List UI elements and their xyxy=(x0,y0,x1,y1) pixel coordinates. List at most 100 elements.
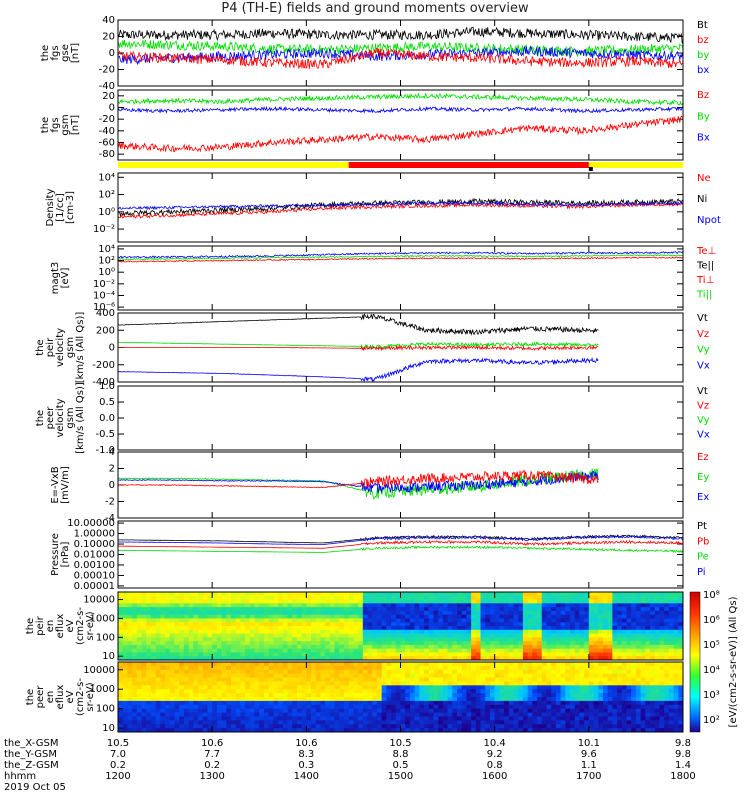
ytick-label: 0.10000 xyxy=(74,539,115,550)
ylabel-line: [nPa] xyxy=(60,541,71,567)
ylabel-line: peer xyxy=(45,406,56,430)
mode-bar xyxy=(118,162,683,171)
colorbar-tick: 10³ xyxy=(703,690,720,701)
ytick-label: 0 xyxy=(109,480,115,491)
ephemeris-value: 10.1 xyxy=(578,738,600,749)
ylabel-line: [mV/m] xyxy=(60,466,71,504)
ylabel-line: Density xyxy=(45,188,56,226)
ytick-label: -40 xyxy=(99,126,115,137)
mode-bar-fast xyxy=(348,162,589,168)
ephemeris-value: 1600 xyxy=(482,771,507,782)
panel-peir_vel: the peir velocity gsm [km/s (All Qs)] 400 200 0… xyxy=(35,308,710,388)
legend-Pt: Pt xyxy=(697,521,707,532)
ytick-label: -400 xyxy=(92,377,115,388)
ylabel-line: velocity xyxy=(55,398,66,437)
panel-peer_vel: the peer velocity gsm [km/s (All Qs)] 1.0 0.5 0… xyxy=(35,381,710,456)
ephemeris-value: 1800 xyxy=(670,771,695,782)
ylabel-line: [cm-3] xyxy=(65,191,76,224)
panel-peir_spec: the peir en eflux eV (cm2-s-sr-eV)10000100010… xyxy=(25,591,684,662)
colorbar-tick: 10⁸ xyxy=(703,590,720,601)
legend-Vx: Vx xyxy=(697,430,710,441)
ytick-label: 0.00001 xyxy=(74,581,115,592)
legend-Ey: Ey xyxy=(697,472,709,483)
ylabel-peer_spec: the peer en eflux eV (cm2-s-sr-eV) xyxy=(25,678,96,716)
ylabel-line: sr-eV) xyxy=(85,611,96,640)
ylabel-line: velocity xyxy=(55,328,66,367)
legend-Ex: Ex xyxy=(697,492,709,503)
series-by xyxy=(117,39,684,58)
series-Bx xyxy=(117,105,684,114)
ephemeris-value: 9.2 xyxy=(487,749,503,760)
ylabel-fgs_gse: the fgs gse [nT] xyxy=(40,43,81,63)
ephemeris-value: 1700 xyxy=(576,771,601,782)
panel-frame xyxy=(117,172,684,243)
ephemeris-value: 1.1 xyxy=(581,760,597,771)
series-Tg xyxy=(117,254,684,261)
ytick-label: 20 xyxy=(102,91,115,102)
series-Ni xyxy=(117,197,684,218)
series-Ey xyxy=(117,468,599,500)
ylabel-exb: E=-VxB [mV/m] xyxy=(50,466,71,504)
series-Pt xyxy=(118,534,684,544)
ylabel-line: fgs xyxy=(50,117,61,132)
ylabel-line: gsm xyxy=(65,337,76,358)
ephemeris-value: 10.5 xyxy=(389,738,411,749)
ytick-label: -40 xyxy=(99,81,115,92)
ytick-label: -4 xyxy=(105,513,115,524)
ephemeris-value: 10.4 xyxy=(484,738,506,749)
colorbar-tick: 10⁵ xyxy=(703,640,720,651)
chart-title: P4 (TH-E) fields and ground moments over… xyxy=(221,1,529,16)
legend-Vz: Vz xyxy=(697,329,709,340)
ephemeris-value: 0.5 xyxy=(393,760,409,771)
colorbar: 10⁸ 10⁶ 10⁵ 10⁴ 10³ 10² [eV/(cm2-s-sr-eV)] (Al… xyxy=(689,590,739,733)
ylabel-line: sr-eV) xyxy=(85,682,96,711)
colorbar-gradient xyxy=(689,591,701,733)
colorbar-tick: 10⁶ xyxy=(703,615,720,626)
series-Ti xyxy=(117,251,684,259)
ytick-label: 10⁻⁶ xyxy=(93,302,115,313)
ytick-label: 0.00010 xyxy=(74,570,115,581)
ytick-label: -80 xyxy=(99,149,115,160)
ylabel-line: [nT] xyxy=(70,115,81,135)
ytick-label: 2 xyxy=(109,464,115,475)
ylabel-line: (cm2-s- xyxy=(75,607,86,645)
legend-Ez: Ez xyxy=(697,452,709,463)
ephemeris-label: hhmm xyxy=(4,771,36,782)
ylabel-line: en xyxy=(45,691,56,704)
panel-fgs_gsm: the fgs gsm [nT] 200-20-40-60-80 Bz By Bx xyxy=(40,89,710,161)
legend-by: by xyxy=(697,50,709,61)
ephemeris-value: 0.2 xyxy=(110,760,126,771)
legend-Ni: Ni xyxy=(697,194,707,205)
ytick-label: 20 xyxy=(102,32,115,43)
ylabel-line: eflux xyxy=(55,685,66,710)
series-Pb xyxy=(117,539,684,549)
ytick-label: 200 xyxy=(96,325,115,336)
ytick-label: 1000 xyxy=(90,684,115,695)
ephemeris-value: 10.6 xyxy=(295,738,317,749)
ylabel-line: peer xyxy=(35,685,46,709)
ephemeris-value: 0.3 xyxy=(298,760,314,771)
ylabel-line: eV xyxy=(65,619,76,632)
legend-Bt: Bt xyxy=(697,20,708,31)
ylabel-line: eflux xyxy=(55,614,66,639)
ytick-label: 0.01000 xyxy=(74,550,115,561)
ytick-label: 10² xyxy=(98,256,115,267)
ytick-label: 10⁰ xyxy=(98,207,115,218)
legend-Pb: Pb xyxy=(697,536,709,547)
ylabel-line: the xyxy=(40,45,51,61)
ylabel-peir_vel: the peir velocity gsm [km/s (All Qs)] xyxy=(35,312,86,384)
series-Vx xyxy=(117,357,599,383)
legend-Ti||: Ti|| xyxy=(696,290,712,301)
ylabel-line: E=-VxB xyxy=(50,466,61,503)
legend-Pi: Pi xyxy=(697,567,706,578)
ephemeris: the_X-GSM 10.5 10.6 10.6 10.5 10.4 10.1 9.8 the_… xyxy=(4,738,696,793)
ytick-label: 10.00000 xyxy=(67,518,115,529)
ylabel-line: peir xyxy=(35,615,46,635)
ylabel-peir_spec: the peir en eflux eV (cm2-s-sr-eV) xyxy=(25,607,96,645)
panel-fgs_gse: the fgs gse [nT] 40 20 0 -20 -40 Bt bz by bx xyxy=(40,15,709,92)
colorbar-tick: 10⁴ xyxy=(703,665,720,676)
panel-pressure: Pressure [nPa] 10.000001.000000.100000.010… xyxy=(50,518,709,592)
ephemeris-label: the_Z-GSM xyxy=(4,760,59,771)
